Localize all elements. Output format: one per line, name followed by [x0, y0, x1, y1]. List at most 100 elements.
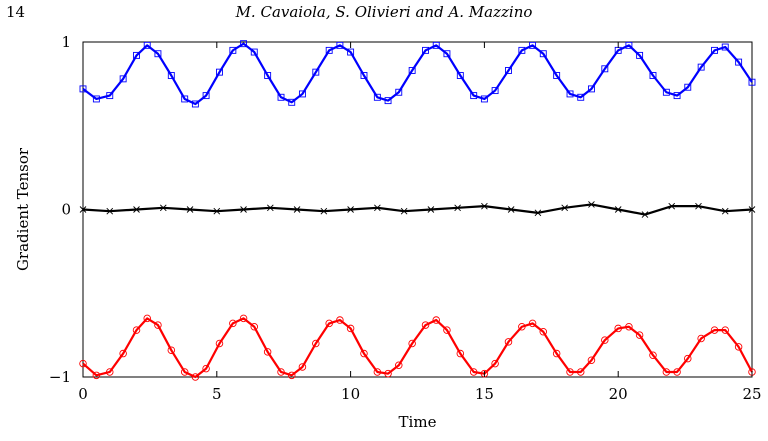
data-point-square	[202, 92, 210, 100]
series-square	[79, 40, 756, 108]
data-point-square	[384, 97, 392, 105]
data-point-square	[601, 65, 609, 73]
data-point-square	[684, 83, 692, 91]
data-point-circle	[662, 368, 671, 376]
data-point-circle	[384, 369, 392, 378]
data-point-square	[662, 88, 670, 96]
data-point-square	[312, 68, 320, 76]
data-point-circle	[432, 316, 440, 324]
data-point-square	[518, 46, 526, 54]
data-point-square	[167, 72, 175, 79]
data-point-square	[408, 67, 416, 74]
data-point-circle	[92, 371, 101, 380]
data-point-square	[181, 95, 189, 103]
data-point-square	[529, 41, 537, 49]
page-number: 14	[6, 3, 26, 21]
running-header: M. Cavaiola, S. Olivieri and A. Mazzino	[235, 3, 533, 21]
data-point-square	[250, 48, 258, 56]
data-point-square	[673, 92, 681, 100]
data-point-square	[636, 51, 644, 59]
data-point-square	[566, 90, 574, 98]
data-point-cross	[721, 207, 729, 215]
data-point-square	[697, 63, 705, 71]
data-point-circle	[277, 368, 285, 376]
data-point-cross	[213, 207, 221, 215]
data-point-circle	[325, 319, 333, 328]
data-point-square	[422, 46, 429, 54]
data-point-circle	[202, 364, 210, 373]
data-point-circle	[106, 368, 114, 376]
data-point-circle	[710, 326, 719, 334]
data-point-circle	[635, 331, 644, 339]
series-line-circle	[82, 317, 753, 379]
data-point-circle	[539, 328, 548, 336]
data-point-circle	[298, 363, 307, 371]
data-point-circle	[614, 324, 622, 333]
data-point-circle	[684, 354, 692, 363]
data-point-cross	[427, 206, 435, 213]
data-point-cross	[400, 207, 408, 215]
series-circle	[79, 314, 756, 381]
data-point-square	[79, 85, 87, 93]
x-tick-label: 10	[341, 385, 360, 403]
data-point-square	[264, 72, 272, 79]
data-point-square	[553, 72, 561, 79]
data-point-circle	[373, 368, 382, 376]
data-point-cross	[641, 211, 649, 218]
data-point-circle	[601, 336, 609, 344]
data-point-circle	[443, 326, 451, 334]
x-tick-label: 5	[212, 385, 222, 403]
data-point-square	[240, 40, 248, 48]
data-point-cross	[454, 204, 461, 212]
data-point-circle	[191, 373, 200, 381]
series-layer	[79, 40, 756, 381]
data-point-circle	[360, 349, 368, 358]
y-tick-label: 0	[61, 201, 71, 219]
data-point-cross	[374, 204, 381, 212]
data-point-square	[347, 48, 355, 56]
data-point-circle	[469, 368, 478, 376]
y-tick-label: −1	[49, 368, 71, 386]
data-point-square	[505, 67, 512, 74]
data-point-square	[456, 72, 464, 79]
series-line-square	[82, 42, 753, 106]
data-point-square	[577, 93, 585, 101]
data-point-circle	[215, 339, 224, 348]
series-line-cross	[82, 203, 753, 216]
data-point-square	[360, 72, 368, 79]
data-point-circle	[119, 349, 127, 358]
data-point-square	[711, 46, 718, 54]
data-point-cross	[347, 206, 354, 213]
data-point-circle	[346, 324, 355, 333]
data-point-circle	[625, 323, 633, 331]
data-point-cross	[695, 202, 702, 210]
data-point-circle	[566, 368, 574, 376]
data-point-square	[470, 92, 478, 100]
data-point-square	[191, 100, 199, 108]
data-point-cross	[320, 207, 328, 215]
data-point-square	[143, 41, 151, 49]
data-point-cross	[534, 209, 542, 217]
data-point-circle	[504, 338, 513, 346]
data-point-cross	[293, 206, 301, 213]
data-point-square	[216, 68, 223, 76]
data-point-cross	[267, 204, 274, 212]
data-point-cross	[240, 206, 247, 213]
data-point-square	[432, 41, 440, 49]
data-point-square	[491, 87, 499, 95]
data-point-square	[587, 85, 595, 93]
data-point-circle	[79, 359, 87, 368]
data-point-circle	[491, 359, 499, 368]
x-tick-label: 20	[609, 385, 628, 403]
data-point-circle	[263, 348, 272, 356]
data-point-cross	[588, 201, 595, 208]
y-axis-title: Gradient Tensor	[14, 147, 32, 271]
data-point-cross	[133, 206, 140, 213]
x-tick-label: 0	[78, 385, 88, 403]
data-point-cross	[668, 202, 676, 210]
data-point-circle	[697, 334, 705, 343]
x-axis-title: Time	[399, 413, 437, 431]
x-tick-label: 15	[475, 385, 494, 403]
data-point-square	[106, 92, 114, 100]
